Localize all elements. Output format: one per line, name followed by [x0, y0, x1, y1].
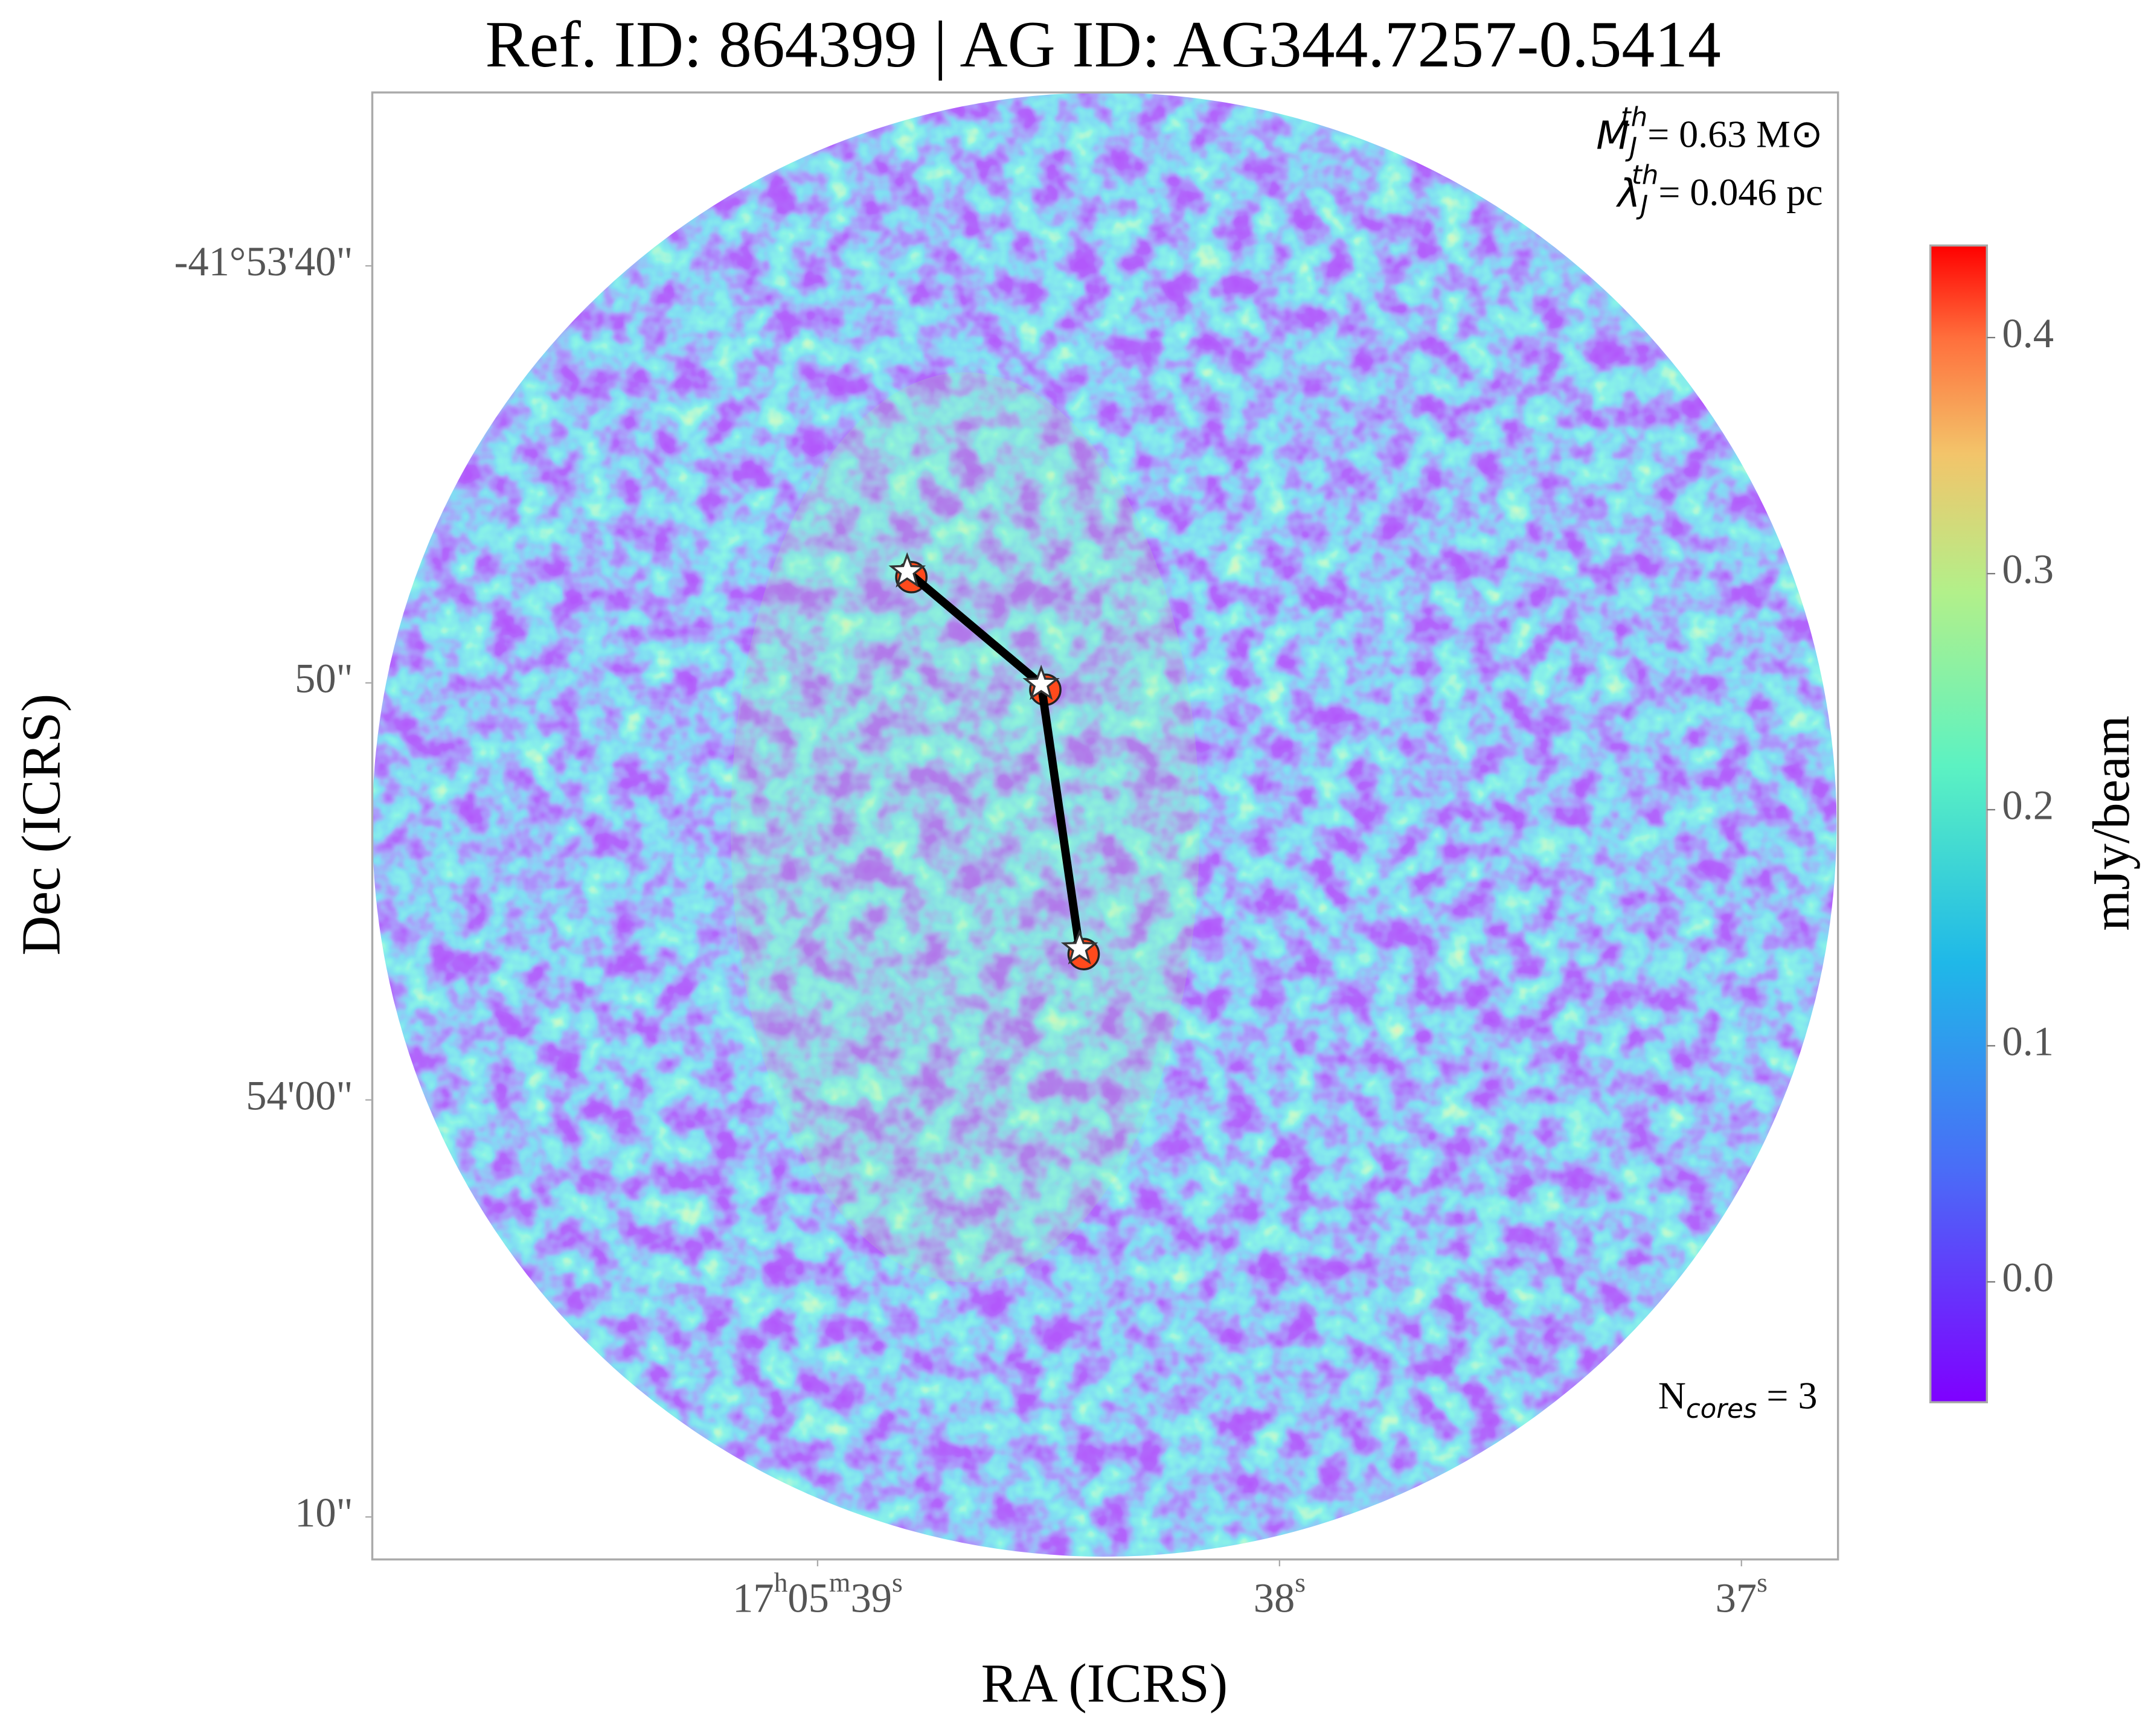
y-tick-label: 54'00": [246, 1072, 353, 1118]
annotation-text: = 0.63 M⊙: [1647, 112, 1822, 155]
y-axis-label: Dec (ICRS): [11, 694, 72, 956]
y-tick-label: 10": [295, 1490, 353, 1536]
x-tick-label: 38s: [1254, 1567, 1306, 1621]
annotation-symbol: λ: [1616, 171, 1641, 216]
colorbar-tick-label: 0.4: [2002, 310, 2054, 356]
annotation: λJth= 0.046 pc: [1616, 160, 1823, 220]
annotation-sup: th: [1632, 160, 1658, 190]
colorbar-tick-label: 0.1: [2002, 1019, 2054, 1065]
annotation-sup: th: [1621, 102, 1648, 132]
colorbar: [1929, 244, 1988, 1404]
colorbar-label: mJy/beam: [2082, 716, 2140, 931]
colorbar-tick-label: 0.3: [2002, 546, 2054, 592]
chart-title: Ref. ID: 864399 | AG ID: AG344.7257-0.54…: [486, 7, 1721, 81]
mst-edge: [1037, 684, 1084, 949]
x-axis-label: RA (ICRS): [981, 1653, 1228, 1714]
annotation-sub: cores: [1686, 1394, 1757, 1424]
annotation-text: = 0.046 pc: [1658, 170, 1822, 213]
colorbar-tick-label: 0.0: [2002, 1255, 2054, 1301]
core-star: [1022, 664, 1060, 700]
annotation-symbol: M: [1596, 114, 1629, 158]
y-tick-label: 50": [295, 656, 353, 702]
annotation-symbol: N: [1658, 1374, 1686, 1417]
annotation: MJth= 0.63 M⊙: [1596, 102, 1822, 162]
mst-edge: [904, 568, 1044, 688]
annotation: Ncores = 3: [1658, 1374, 1818, 1424]
annotation-text: = 3: [1757, 1374, 1817, 1417]
core-star: [1060, 929, 1098, 965]
x-tick-label: 17h05m39s: [732, 1567, 903, 1621]
y-tick-label: -41°53'40": [175, 239, 353, 284]
axes-frame: [371, 91, 1839, 1561]
x-tick-label: 37s: [1716, 1567, 1768, 1621]
flux-map: [372, 92, 1837, 1557]
colorbar-tick-label: 0.2: [2002, 783, 2054, 828]
core-star: [888, 552, 926, 588]
